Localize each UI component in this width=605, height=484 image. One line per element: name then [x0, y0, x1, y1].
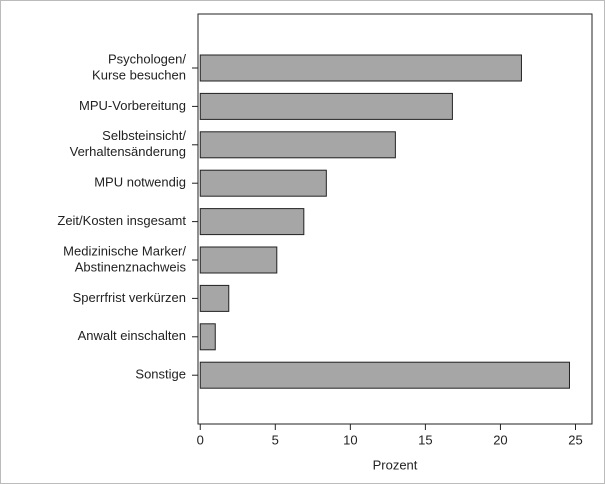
x-tick-label: 20	[493, 432, 507, 447]
bar	[199, 92, 453, 120]
x-tick-label: 15	[418, 432, 432, 447]
bar	[199, 208, 305, 236]
bar	[199, 284, 230, 312]
y-tick-label: Verhaltensänderung	[70, 144, 186, 159]
y-tick-label: Abstinenznachweis	[75, 259, 187, 274]
bar	[199, 361, 570, 389]
bar	[199, 246, 278, 274]
y-tick-label: Zeit/Kosten insgesamt	[57, 213, 186, 228]
x-tick-label: 5	[272, 432, 279, 447]
x-tick-label: 25	[568, 432, 582, 447]
y-tick-label: Anwalt einschalten	[78, 328, 186, 343]
y-tick-label: Sonstige	[135, 367, 186, 382]
x-tick-label: 0	[197, 432, 204, 447]
y-tick-label: MPU notwendig	[94, 175, 186, 190]
y-tick-label: Selbsteinsicht/	[102, 128, 186, 143]
y-tick-label: Sperrfrist verkürzen	[73, 290, 186, 305]
bar	[199, 54, 522, 82]
y-tick-label: Medizinische Marker/	[63, 243, 186, 258]
y-tick-label: Psychologen/	[108, 51, 186, 66]
y-tick-label: Kurse besuchen	[92, 67, 186, 82]
x-axis-label: Prozent	[373, 457, 418, 472]
bar	[199, 323, 216, 351]
x-tick-label: 10	[343, 432, 357, 447]
plot-box	[197, 13, 593, 425]
y-tick-label: MPU-Vorbereitung	[79, 98, 186, 113]
bar	[199, 131, 396, 159]
bar	[199, 169, 327, 197]
